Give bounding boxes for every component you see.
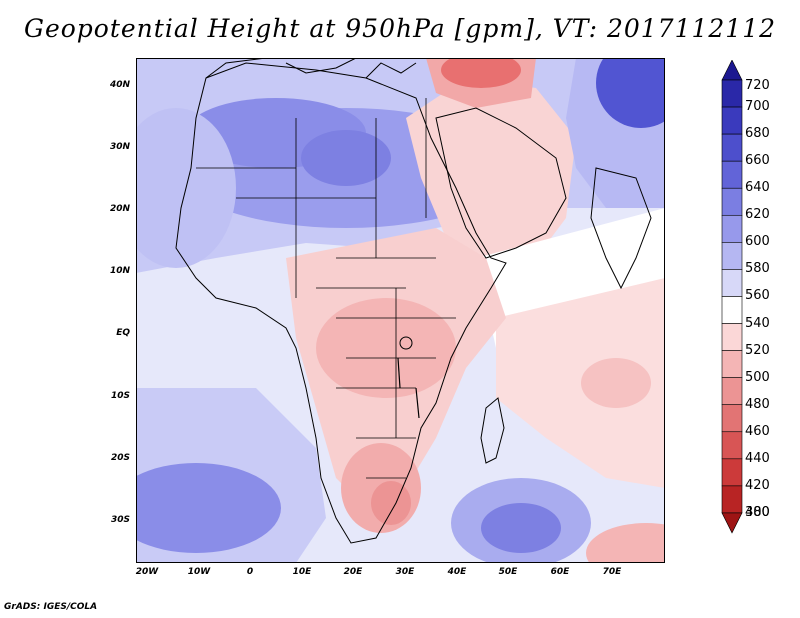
lat-label-10s: 10S [110,391,130,401]
colorbar-swatch [721,296,743,324]
lat-label-30n: 30N [109,142,130,152]
colorbar-swatch [721,79,743,108]
congo-low-core [316,298,456,398]
grads-credit: GrADS: IGES/COLA [4,602,98,612]
lon-label-30e: 30E [395,567,415,577]
colorbar-top-arrow [721,60,743,81]
indian-ocean-low [496,278,665,488]
colorbar-swatch [721,431,743,460]
lon-label-10e: 10E [292,567,312,577]
colorbar-label: 640 [745,180,770,196]
colorbar-label: 680 [745,126,770,142]
colorbar-bottom-arrow [721,512,743,534]
map-frame [136,58,665,563]
map-area [136,58,665,563]
libyan-high-core [301,130,391,186]
lat-label-eq: EQ [116,328,130,338]
map-title: Geopotential Height at 950hPa [gpm], VT:… [23,14,777,43]
colorbar-label: 440 [745,450,770,466]
lon-label-10w: 10W [187,567,211,577]
colorbar-swatch [721,269,743,297]
colorbar-label: 700 [745,99,770,115]
colorbar-label: 620 [745,207,770,223]
africa-coastline [175,62,507,544]
colorbar-swatch [721,187,743,216]
colorbar-label: 520 [745,342,770,358]
lat-label-10n: 10N [109,266,130,276]
country-borders [196,98,456,479]
arabia-low-region [406,78,576,268]
colorbar-swatch [721,404,743,433]
colorbar-label: 420 [745,477,770,493]
colorbar-swatch [721,377,743,406]
lon-label-40e: 40E [447,567,467,577]
colorbar-label: 400 [745,504,770,520]
colorbar-label: 540 [745,315,770,331]
colorbar-label: 600 [745,234,770,250]
colorbar-label: 720 [745,78,770,93]
lon-label-50e: 50E [498,567,518,577]
colorbar-label: 580 [745,261,770,277]
colorbar-swatch [721,485,743,514]
colorbar-swatch [721,323,743,351]
colorbar-swatch [721,242,743,270]
lat-label-40n: 40N [109,80,130,90]
caucasus-low-core [441,58,521,88]
lake-victoria [399,336,413,350]
lon-label-20e: 20E [343,567,363,577]
height-field [136,58,665,563]
lon-label-60e: 60E [550,567,570,577]
lake-tanganyika [397,357,401,389]
south-atlantic-high-core [136,463,281,553]
southeast-low [586,523,665,563]
arabia-coastline [435,107,567,259]
colorbar-swatch [721,458,743,487]
lon-label-0: 0 [246,567,254,577]
colorbar-label: 380 [745,504,770,520]
colorbar-swatch [721,350,743,378]
lat-label-20n: 20N [109,204,130,214]
india-outline [590,167,652,290]
colorbar-label: 480 [745,396,770,412]
colorbar-swatch [721,106,743,135]
europe-coastline [205,58,417,79]
colorbar-swatch [721,214,743,243]
colorbar-swatch [721,133,743,162]
colorbar-label: 660 [745,153,770,169]
lake-malawi [415,387,420,419]
lat-label-30s: 30S [110,515,130,525]
colorbar [721,60,743,534]
asia-high-core [596,58,665,128]
lat-label-20s: 20S [110,453,130,463]
colorbar-label: 500 [745,369,770,385]
south-indian-high-core [481,503,561,553]
ocean-low-patch [581,358,651,408]
colorbar-label: 560 [745,288,770,304]
lon-label-70e: 70E [602,567,622,577]
colorbar-swatch [721,160,743,189]
lon-label-20w: 20W [135,567,159,577]
madagascar-outline [480,397,505,464]
colorbar-label: 460 [745,423,770,439]
